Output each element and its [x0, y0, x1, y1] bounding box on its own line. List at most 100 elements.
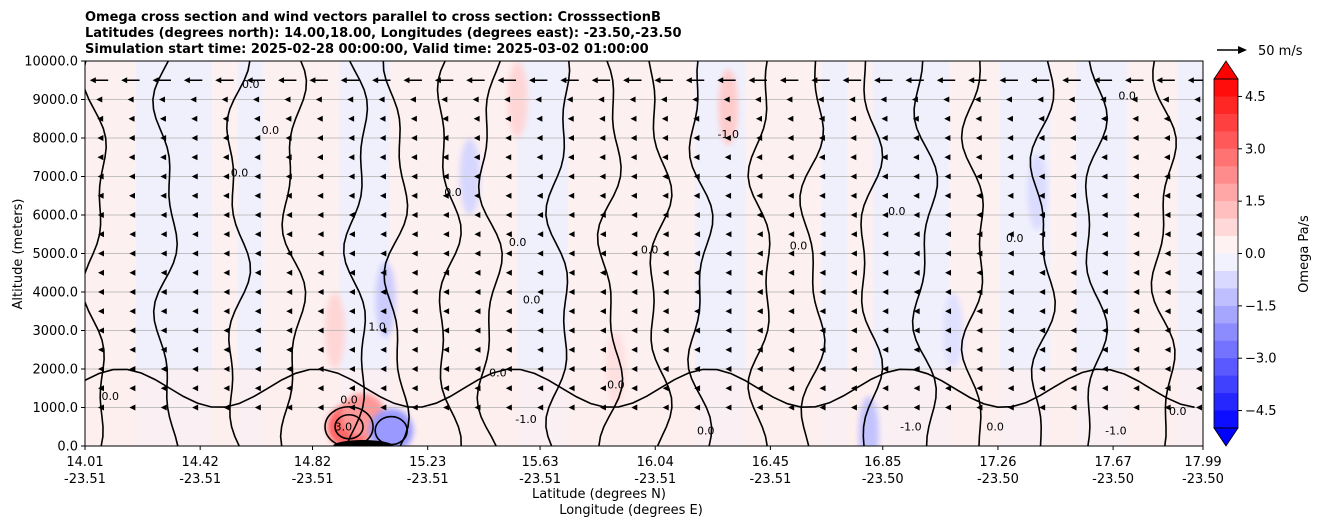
wind-vector-head: [1125, 77, 1132, 84]
wind-vector-head: [1164, 154, 1171, 161]
wind-vector-head: [631, 289, 638, 295]
wind-vector-head: [1038, 115, 1045, 122]
wind-vector-head: [913, 385, 920, 392]
wind-vector-head: [443, 366, 450, 372]
wind-vector-head: [286, 385, 293, 392]
wind-vector-head: [694, 404, 701, 411]
wind-vector-head: [160, 154, 167, 161]
wind-vector-head: [309, 77, 316, 84]
wind-vector-head: [411, 385, 418, 392]
wind-vector-head: [694, 308, 701, 315]
x-tick-label-lat: 17.26: [979, 455, 1016, 470]
wind-vector-head: [882, 366, 889, 372]
wind-vector-head: [999, 77, 1006, 84]
wind-vector-head: [975, 115, 982, 122]
wind-vector-head: [693, 115, 700, 122]
wind-vector-head: [1007, 308, 1014, 315]
wind-vector-head: [788, 366, 795, 372]
wind-vector-head: [1164, 289, 1171, 295]
wind-vector-head: [882, 308, 889, 315]
wind-vector-head: [850, 135, 857, 141]
wind-vector-head: [505, 173, 512, 180]
wind-vector-head: [1132, 154, 1139, 161]
wind-vector-head: [442, 135, 449, 141]
wind-vector-head: [599, 135, 606, 141]
wind-vector-head: [599, 346, 606, 353]
wind-vector-head: [882, 327, 889, 334]
wind-vector-head: [348, 192, 355, 199]
wind-vector-head: [285, 135, 292, 141]
wind-vector-head: [160, 231, 167, 238]
wind-vector-head: [380, 289, 387, 295]
wind-vector-head: [443, 289, 450, 295]
wind-vector-head: [944, 154, 951, 161]
wind-vector-head: [152, 77, 159, 84]
wind-vector-head: [192, 308, 199, 315]
wind-vector-head: [599, 366, 606, 372]
wind-vector-head: [819, 212, 826, 218]
wind-vector-head: [505, 346, 512, 353]
wind-vector-head: [599, 289, 606, 295]
wind-vector-head: [568, 212, 575, 218]
colorbar-level: [1214, 410, 1238, 429]
wind-vector-head: [882, 212, 889, 218]
wind-vector-head: [254, 231, 261, 238]
wind-vector-head: [1039, 308, 1046, 315]
wind-vector-head: [819, 327, 826, 334]
wind-vector-head: [317, 385, 324, 392]
wind-vector-head: [537, 231, 544, 238]
wind-vector-head: [380, 327, 387, 334]
wind-vector-head: [1101, 385, 1108, 392]
wind-vector-head: [1007, 269, 1014, 276]
wind-vector-head: [254, 115, 261, 122]
wind-vector-head: [286, 308, 293, 315]
wind-vector-head: [694, 385, 701, 392]
wind-vector-head: [403, 77, 410, 84]
wind-vector-head: [1039, 269, 1046, 276]
wind-vector-head: [660, 96, 667, 103]
negative-omega-cell: [375, 261, 396, 338]
wind-vector-head: [160, 346, 167, 353]
wind-vector-head: [96, 96, 103, 103]
negative-omega-cell: [369, 408, 414, 446]
wind-vector-head: [1164, 192, 1171, 199]
wind-vector-head: [1070, 366, 1077, 372]
wind-vector-head: [725, 173, 732, 180]
wind-vector-head: [1133, 289, 1140, 295]
wind-vector-head: [568, 346, 575, 353]
wind-vector-head: [1156, 77, 1163, 84]
wind-vector-head: [1133, 269, 1140, 276]
wind-vector-head: [913, 250, 920, 257]
wind-vector-head: [1164, 385, 1171, 392]
wind-vector-head: [568, 231, 575, 238]
wind-vector-head: [191, 173, 198, 180]
wind-vector-head: [817, 96, 824, 103]
wind-vector-head: [1133, 327, 1140, 334]
wind-vector-head: [725, 212, 732, 218]
wind-vector-head: [913, 212, 920, 218]
wind-vector-head: [192, 327, 199, 334]
wind-vector-head: [976, 192, 983, 199]
wind-vector-head: [379, 173, 386, 180]
wind-vector-head: [160, 327, 167, 334]
wind-vector-head: [685, 77, 692, 84]
wind-vector-head: [505, 154, 512, 161]
wind-vector-head: [819, 308, 826, 315]
wind-vector-head: [630, 135, 637, 141]
wind-vector-head: [160, 289, 167, 295]
zero-contour: [648, 61, 673, 446]
y-tick-label: 0.0: [57, 440, 78, 455]
wind-vector-head: [788, 289, 795, 295]
wind-vector-head: [537, 269, 544, 276]
wind-vector-head: [505, 308, 512, 315]
wind-vector-head: [945, 366, 952, 372]
wind-vector-head: [128, 135, 135, 141]
wind-vector-head: [630, 154, 637, 161]
wind-vector-head: [756, 404, 763, 411]
wind-vector-head: [756, 385, 763, 392]
wind-vector-head: [160, 404, 167, 411]
wind-vector-head: [1164, 366, 1171, 372]
wind-vector-head: [693, 135, 700, 141]
wind-vector-head: [913, 327, 920, 334]
wind-vector-head: [976, 250, 983, 257]
